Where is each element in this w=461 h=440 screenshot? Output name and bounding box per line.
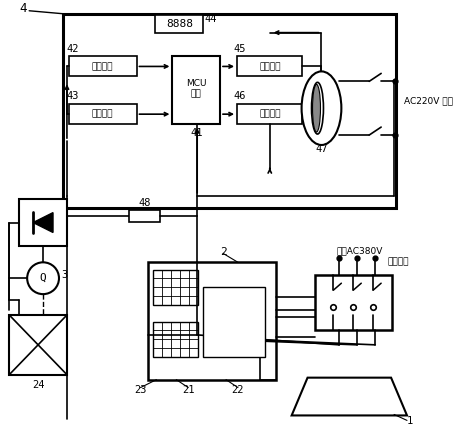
Text: 2: 2 xyxy=(220,247,226,257)
Bar xyxy=(63,14,396,208)
Bar xyxy=(69,104,136,124)
Bar xyxy=(19,199,67,246)
Text: 41: 41 xyxy=(190,128,202,138)
Text: 21: 21 xyxy=(182,385,195,395)
Ellipse shape xyxy=(301,71,341,145)
Text: 电压测量: 电压测量 xyxy=(92,110,113,119)
Text: 4: 4 xyxy=(19,2,27,15)
Bar xyxy=(155,15,203,33)
Text: 44: 44 xyxy=(205,14,217,24)
Bar xyxy=(237,104,301,124)
Bar xyxy=(203,287,265,357)
Text: 42: 42 xyxy=(67,44,79,54)
Text: 23: 23 xyxy=(134,385,147,395)
Text: 电源开关: 电源开关 xyxy=(387,258,408,267)
Polygon shape xyxy=(292,378,407,415)
Text: 48: 48 xyxy=(138,198,151,208)
Bar xyxy=(9,315,67,375)
Text: 22: 22 xyxy=(232,385,244,395)
Bar xyxy=(314,275,392,330)
Text: 47: 47 xyxy=(315,144,328,154)
Text: 漏电放大: 漏电放大 xyxy=(259,62,281,71)
Bar xyxy=(148,262,276,380)
Ellipse shape xyxy=(312,82,324,134)
Bar xyxy=(154,270,198,305)
Bar xyxy=(237,56,301,77)
Text: 判别: 判别 xyxy=(191,90,201,99)
Text: 46: 46 xyxy=(234,91,246,101)
Text: AC220V 电源: AC220V 电源 xyxy=(404,97,453,106)
Ellipse shape xyxy=(313,84,320,132)
Text: 24: 24 xyxy=(32,380,44,389)
Circle shape xyxy=(27,262,59,294)
Bar xyxy=(129,209,160,222)
Text: 8888: 8888 xyxy=(166,18,193,29)
Bar xyxy=(172,56,220,124)
Text: Q: Q xyxy=(40,273,47,283)
Bar xyxy=(154,322,198,357)
Text: 转速测量: 转速测量 xyxy=(92,62,113,71)
Text: 3: 3 xyxy=(62,270,68,280)
Text: 执行机构: 执行机构 xyxy=(259,110,281,119)
Text: 43: 43 xyxy=(67,91,79,101)
Bar xyxy=(69,56,136,77)
Text: MCU: MCU xyxy=(186,79,207,88)
Text: 45: 45 xyxy=(234,44,246,54)
Text: 1: 1 xyxy=(407,416,413,426)
Polygon shape xyxy=(33,213,53,232)
Text: 三相AC380V: 三相AC380V xyxy=(336,246,383,255)
